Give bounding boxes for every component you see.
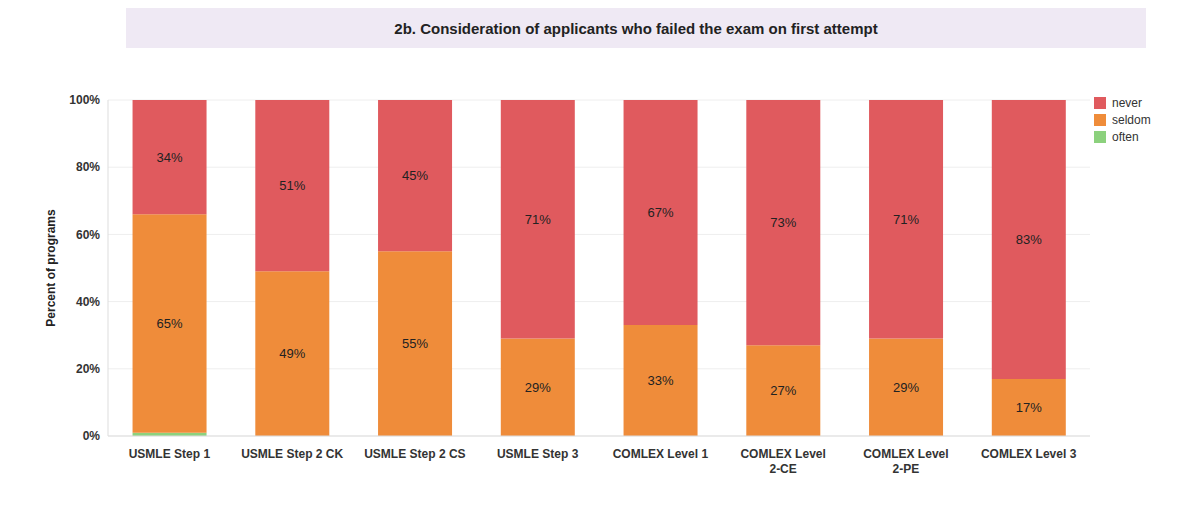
svg-text:17%: 17% xyxy=(1016,400,1042,415)
svg-text:20%: 20% xyxy=(76,362,100,376)
svg-text:73%: 73% xyxy=(770,215,796,230)
svg-text:100%: 100% xyxy=(69,93,100,107)
svg-text:33%: 33% xyxy=(648,373,674,388)
html-text:often: often xyxy=(1112,129,1139,144)
svg-text:29%: 29% xyxy=(525,380,551,395)
html-text:2b. Consideration of applicant: 2b. Consideration of applicants who fail… xyxy=(394,19,878,37)
svg-text:USMLE Step 3: USMLE Step 3 xyxy=(497,447,579,461)
svg-text:USMLE Step 2 CK: USMLE Step 2 CK xyxy=(241,447,343,461)
svg-text:51%: 51% xyxy=(279,178,305,193)
svg-text:COMLEX Level2-PE: COMLEX Level2-PE xyxy=(863,447,948,476)
svg-text:0%: 0% xyxy=(83,429,101,443)
svg-text:45%: 45% xyxy=(402,168,428,183)
svg-text:Percent of programs: Percent of programs xyxy=(44,209,58,327)
svg-text:55%: 55% xyxy=(402,336,428,351)
html-text:seldom: seldom xyxy=(1112,112,1151,127)
svg-text:71%: 71% xyxy=(893,212,919,227)
html-text:never: never xyxy=(1112,95,1142,110)
svg-text:49%: 49% xyxy=(279,346,305,361)
svg-text:USMLE Step 2 CS: USMLE Step 2 CS xyxy=(364,447,465,461)
svg-text:65%: 65% xyxy=(157,316,183,331)
svg-text:COMLEX Level 1: COMLEX Level 1 xyxy=(613,447,709,461)
svg-text:67%: 67% xyxy=(648,205,674,220)
svg-text:71%: 71% xyxy=(525,212,551,227)
svg-text:60%: 60% xyxy=(76,228,100,242)
svg-text:27%: 27% xyxy=(770,383,796,398)
svg-text:83%: 83% xyxy=(1016,232,1042,247)
svg-text:80%: 80% xyxy=(76,160,100,174)
svg-text:40%: 40% xyxy=(76,295,100,309)
svg-text:COMLEX Level 3: COMLEX Level 3 xyxy=(981,447,1077,461)
svg-text:34%: 34% xyxy=(157,150,183,165)
svg-text:29%: 29% xyxy=(893,380,919,395)
svg-text:COMLEX Level2-CE: COMLEX Level2-CE xyxy=(740,447,825,476)
svg-text:USMLE Step 1: USMLE Step 1 xyxy=(129,447,211,461)
